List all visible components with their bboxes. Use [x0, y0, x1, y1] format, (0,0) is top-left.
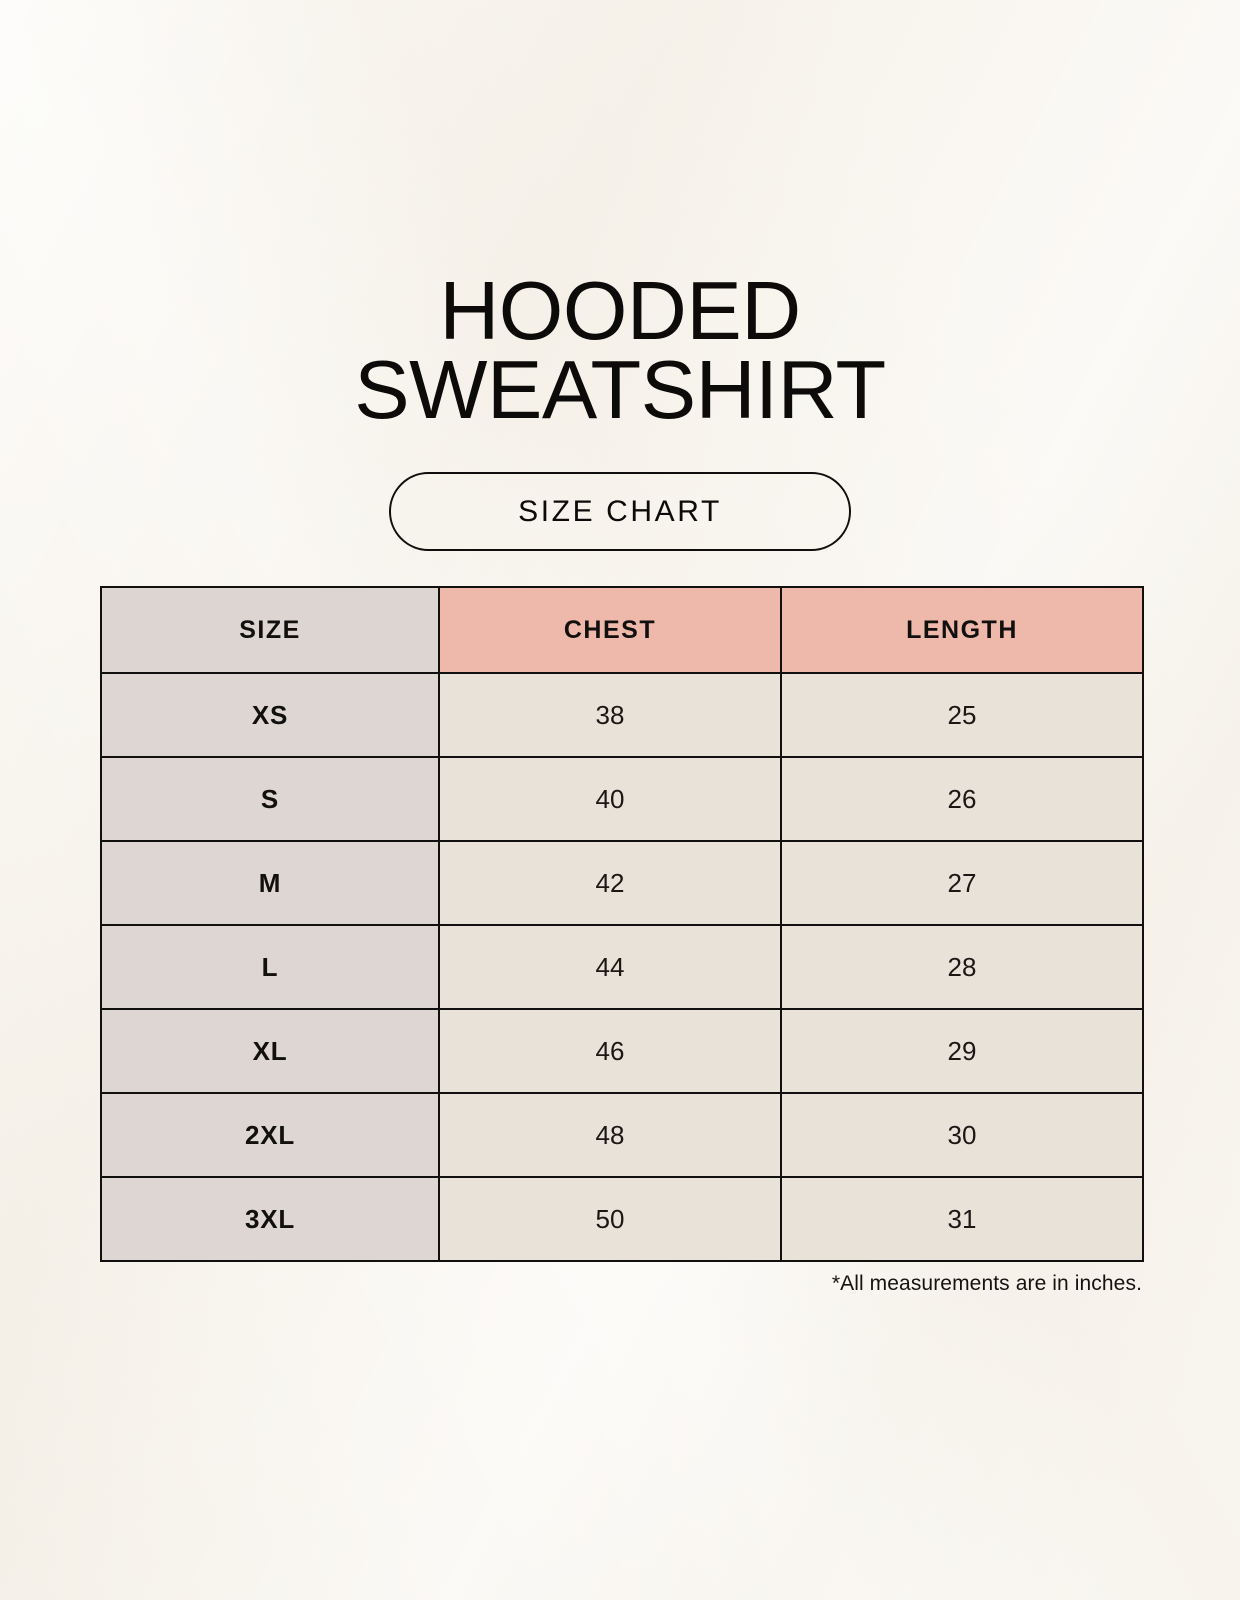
cell-size: XS: [100, 672, 440, 758]
cell-length: 30: [780, 1092, 1144, 1178]
table-header-row: SIZE CHEST LENGTH: [100, 586, 1144, 674]
column-header-length: LENGTH: [780, 586, 1144, 674]
cell-chest: 44: [438, 924, 782, 1010]
cell-size: 2XL: [100, 1092, 440, 1178]
column-header-size: SIZE: [100, 586, 440, 674]
size-table-wrapper: SIZE CHEST LENGTH XS 38 25 S 40 26 M: [100, 586, 1144, 1262]
cell-chest: 48: [438, 1092, 782, 1178]
cell-chest: 38: [438, 672, 782, 758]
table-row: XL 46 29: [100, 1008, 1144, 1094]
cell-size: S: [100, 756, 440, 842]
cell-size: M: [100, 840, 440, 926]
size-table-body: XS 38 25 S 40 26 M 42 27 L 44 28: [100, 672, 1144, 1262]
cell-chest: 40: [438, 756, 782, 842]
cell-size: 3XL: [100, 1176, 440, 1262]
table-row: M 42 27: [100, 840, 1144, 926]
table-row: 3XL 50 31: [100, 1176, 1144, 1262]
table-row: 2XL 48 30: [100, 1092, 1144, 1178]
title-line-2: SWEATSHIRT: [354, 342, 886, 436]
cell-size: L: [100, 924, 440, 1010]
title-line-1: HOODED: [439, 264, 801, 357]
cell-length: 25: [780, 672, 1144, 758]
size-chart-badge-wrapper: SIZE CHART: [0, 472, 1240, 551]
cell-length: 26: [780, 756, 1144, 842]
cell-chest: 50: [438, 1176, 782, 1262]
measurement-units-note: *All measurements are in inches.: [831, 1272, 1142, 1295]
cell-size: XL: [100, 1008, 440, 1094]
cell-length: 28: [780, 924, 1144, 1010]
table-row: S 40 26: [100, 756, 1144, 842]
column-header-chest: CHEST: [438, 586, 782, 674]
size-chart-badge: SIZE CHART: [389, 472, 851, 551]
page-title: HOODED SWEATSHIRT: [0, 264, 1240, 436]
cell-length: 27: [780, 840, 1144, 926]
cell-length: 29: [780, 1008, 1144, 1094]
table-row: XS 38 25: [100, 672, 1144, 758]
cell-chest: 42: [438, 840, 782, 926]
size-table: SIZE CHEST LENGTH XS 38 25 S 40 26 M: [100, 586, 1144, 1262]
cell-length: 31: [780, 1176, 1144, 1262]
size-table-head: SIZE CHEST LENGTH: [100, 586, 1144, 674]
cell-chest: 46: [438, 1008, 782, 1094]
table-row: L 44 28: [100, 924, 1144, 1010]
